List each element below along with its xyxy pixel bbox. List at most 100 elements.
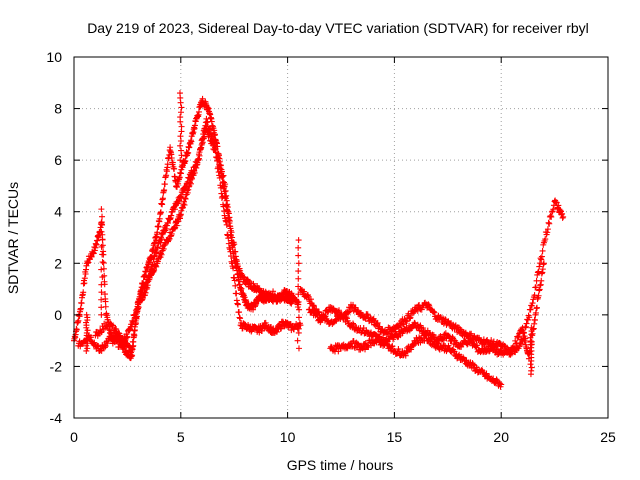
- data-point: [77, 305, 84, 312]
- data-point: [171, 206, 178, 213]
- data-point: [531, 292, 538, 299]
- spike-point: [294, 322, 301, 329]
- spike-point: [177, 142, 184, 149]
- spike-point: [295, 314, 302, 321]
- data-point: [544, 229, 551, 236]
- data-point: [548, 213, 555, 220]
- data-point: [539, 247, 546, 254]
- data-point: [362, 315, 369, 322]
- spike-point: [83, 342, 90, 349]
- data-point: [237, 315, 244, 322]
- data-point: [426, 330, 433, 337]
- data-point: [542, 236, 549, 243]
- data-point: [323, 317, 330, 324]
- data-point: [100, 265, 107, 272]
- spike-point: [84, 345, 91, 352]
- data-point: [222, 181, 229, 188]
- y-tick-label: -2: [50, 358, 63, 374]
- data-point: [358, 344, 365, 351]
- data-point: [242, 296, 249, 303]
- spike-point: [528, 344, 535, 351]
- data-point: [238, 285, 245, 292]
- spike-point: [84, 340, 91, 347]
- spike-point: [296, 306, 303, 313]
- data-point: [374, 319, 381, 326]
- data-point: [154, 229, 161, 236]
- data-point: [462, 357, 469, 364]
- data-point: [159, 195, 166, 202]
- data-point: [496, 380, 503, 387]
- data-point: [470, 361, 477, 368]
- data-point: [410, 342, 417, 349]
- data-point: [101, 344, 108, 351]
- data-point: [520, 330, 527, 337]
- data-point: [327, 304, 334, 311]
- y-tick-label: 10: [46, 49, 62, 65]
- data-point: [408, 346, 415, 353]
- data-point: [130, 338, 137, 345]
- spike-point: [178, 128, 185, 135]
- satellite-track-4: [297, 197, 567, 358]
- data-point: [481, 344, 488, 351]
- data-point: [314, 313, 321, 320]
- spike-point: [84, 317, 91, 324]
- data-point: [134, 313, 141, 320]
- x-tick-label: 0: [70, 429, 78, 445]
- data-point: [185, 149, 192, 156]
- data-point: [230, 265, 237, 272]
- data-point: [187, 180, 194, 187]
- data-point: [129, 345, 136, 352]
- spike-point: [177, 157, 184, 164]
- spike-point: [99, 258, 106, 265]
- data-point: [388, 343, 395, 350]
- data-point: [548, 208, 555, 215]
- data-point: [278, 325, 285, 332]
- y-tick-label: 4: [54, 204, 62, 220]
- data-point: [225, 235, 232, 242]
- data-point: [215, 155, 222, 162]
- data-point: [506, 351, 513, 358]
- data-point: [85, 259, 92, 266]
- spike-point: [177, 137, 184, 144]
- data-point: [161, 187, 168, 194]
- spike-point: [295, 291, 302, 298]
- data-point: [288, 298, 295, 305]
- spike-point: [83, 335, 90, 342]
- data-point: [493, 376, 500, 383]
- data-point: [516, 330, 523, 337]
- data-point: [161, 181, 168, 188]
- data-point: [81, 275, 88, 282]
- data-point: [380, 334, 387, 341]
- data-point: [402, 352, 409, 359]
- data-point: [270, 288, 277, 295]
- tick-layer: 0 5 10 15 20 25 -4 -2 0 2 4 6 8 10: [46, 49, 616, 445]
- data-point: [310, 302, 317, 309]
- chart-title: Day 219 of 2023, Sidereal Day-to-day VTE…: [87, 20, 589, 36]
- y-tick-label: 2: [54, 255, 62, 271]
- data-point: [532, 284, 539, 291]
- data-point: [90, 250, 97, 257]
- x-tick-label: 15: [387, 429, 403, 445]
- data-point: [403, 347, 410, 354]
- data-point: [233, 290, 240, 297]
- spike-point: [84, 327, 91, 334]
- spike-point: [98, 266, 105, 273]
- data-point: [196, 152, 203, 159]
- data-point: [536, 263, 543, 270]
- spike-point: [99, 236, 106, 243]
- data-point: [452, 323, 459, 330]
- data-point: [320, 312, 327, 319]
- x-tick-label: 25: [600, 429, 616, 445]
- data-point: [528, 302, 535, 309]
- data-point: [538, 277, 545, 284]
- data-point: [490, 375, 497, 382]
- y-axis-label: SDTVAR / TECUs: [5, 182, 21, 294]
- data-point: [418, 306, 425, 313]
- spike-point: [295, 237, 302, 244]
- data-point: [400, 321, 407, 328]
- data-point: [494, 345, 501, 352]
- data-point: [524, 316, 531, 323]
- spike-point: [177, 118, 184, 125]
- data-point: [103, 339, 110, 346]
- data-point: [343, 314, 350, 321]
